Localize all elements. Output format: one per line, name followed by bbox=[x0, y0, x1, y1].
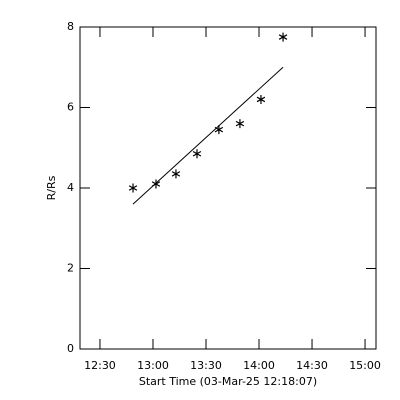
y-tick-label: 4 bbox=[67, 181, 74, 194]
data-point bbox=[278, 32, 288, 42]
x-tick-label: 14:30 bbox=[296, 359, 328, 372]
data-point bbox=[151, 179, 161, 189]
x-tick-label: 13:00 bbox=[137, 359, 169, 372]
x-tick-label: 14:00 bbox=[243, 359, 275, 372]
plot-frame bbox=[79, 26, 377, 350]
x-tick-label: 13:30 bbox=[190, 359, 222, 372]
data-point bbox=[192, 149, 202, 159]
data-point bbox=[214, 125, 224, 135]
y-axis-label: R/Rs bbox=[45, 175, 58, 200]
data-point bbox=[235, 119, 245, 129]
x-tick-label: 15:00 bbox=[349, 359, 381, 372]
data-point bbox=[171, 169, 181, 179]
fit-line bbox=[132, 66, 284, 205]
y-tick-label: 8 bbox=[67, 20, 74, 33]
y-tick-label: 0 bbox=[67, 342, 74, 355]
data-point bbox=[256, 94, 266, 104]
y-tick-label: 6 bbox=[67, 101, 74, 114]
data-point bbox=[128, 183, 138, 193]
x-axis-label: Start Time (03-Mar-25 12:18:07) bbox=[139, 375, 317, 388]
y-tick-label: 2 bbox=[67, 262, 74, 275]
x-tick-label: 12:30 bbox=[84, 359, 116, 372]
